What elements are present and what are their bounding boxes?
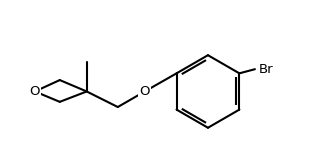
- Text: O: O: [140, 85, 150, 98]
- Text: O: O: [30, 85, 40, 98]
- Text: Br: Br: [259, 63, 274, 76]
